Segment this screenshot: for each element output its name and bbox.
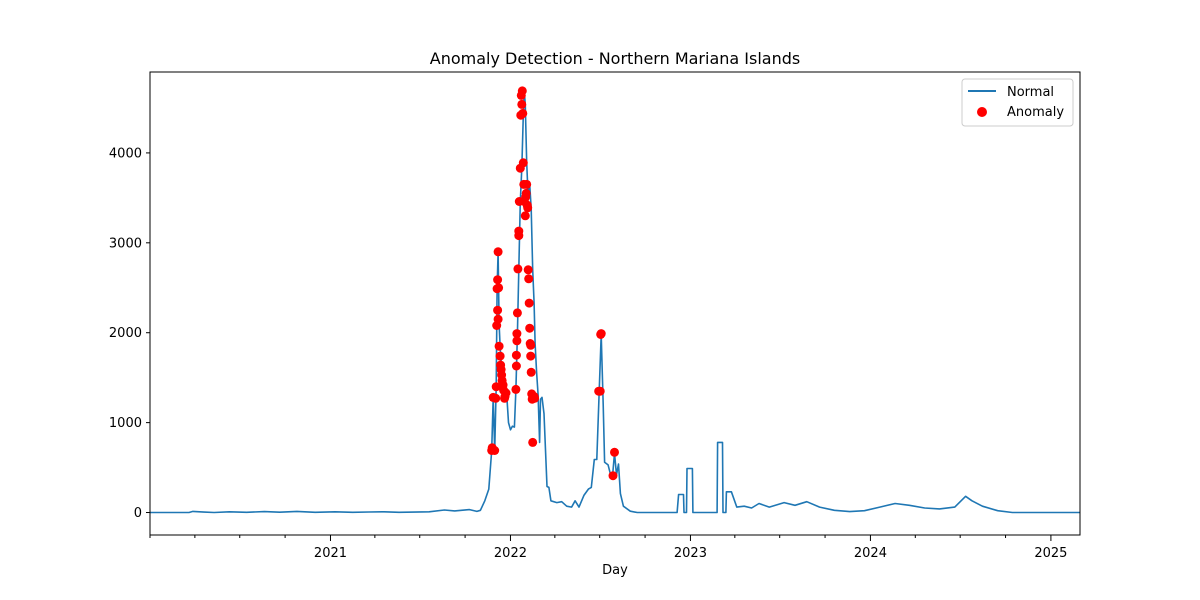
anomaly-point (493, 275, 503, 285)
anomaly-point (524, 298, 534, 308)
y-tick-label: 3000 (109, 236, 142, 251)
anomaly-point (511, 384, 521, 394)
y-tick-label: 1000 (109, 416, 142, 431)
anomaly-point (523, 203, 533, 213)
anomaly-point (494, 341, 504, 351)
anomaly-point (523, 265, 533, 275)
y-tick-label: 4000 (109, 146, 142, 161)
anomaly-point (517, 86, 527, 96)
legend: Normal Anomaly (961, 78, 1074, 127)
anomaly-point (522, 179, 532, 189)
anomaly-point (595, 386, 605, 396)
anomaly-point (491, 393, 501, 403)
anomaly-point (526, 340, 536, 350)
anomaly-point (526, 367, 536, 377)
chart-title: Anomaly Detection - Northern Mariana Isl… (430, 49, 800, 68)
anomaly-point (493, 305, 503, 315)
series-line-normal (150, 90, 1080, 514)
plot-area (149, 71, 1081, 536)
anomaly-point (512, 336, 522, 346)
axis-ticks: 0 1000 2000 3000 4000 2021 2022 2023 2024 2025 (109, 146, 1068, 561)
x-tick-label: 2025 (1034, 546, 1067, 561)
legend-label-normal: Normal (1007, 85, 1054, 100)
x-tick-label: 2021 (314, 546, 347, 561)
x-axis-label: Day (602, 563, 628, 578)
anomaly-point (520, 211, 530, 221)
anomaly-point (518, 158, 528, 168)
anomaly-point (524, 274, 534, 284)
anomaly-point (525, 323, 535, 333)
anomaly-point (514, 226, 524, 236)
anomaly-point (512, 329, 522, 339)
anomaly-point (526, 351, 536, 361)
anomaly-point (521, 188, 531, 198)
anomaly-point (495, 351, 505, 361)
anomaly-point (610, 447, 619, 457)
anomaly-point (501, 388, 511, 398)
anomaly-point (491, 382, 501, 392)
anomaly-point (530, 393, 540, 403)
anomaly-point (511, 361, 521, 371)
anomaly-point (494, 283, 504, 293)
anomaly-point (518, 108, 528, 118)
x-tick-label: 2024 (854, 546, 887, 561)
anomaly-point (608, 471, 618, 481)
axes-frame (149, 71, 1081, 536)
anomaly-point (513, 264, 523, 274)
legend-label-anomaly: Anomaly (1007, 105, 1064, 120)
anomaly-point (528, 437, 538, 447)
anomaly-point (517, 99, 527, 109)
legend-marker-swatch (977, 107, 987, 117)
anomaly-point (493, 247, 503, 257)
x-tick-label: 2022 (494, 546, 527, 561)
y-tick-label: 0 (134, 506, 142, 521)
x-tick-label: 2023 (674, 546, 707, 561)
anomaly-point (511, 350, 521, 360)
anomaly-point (596, 329, 606, 339)
y-tick-label: 2000 (109, 326, 142, 341)
anomaly-point (512, 308, 522, 318)
anomaly-point (490, 446, 500, 455)
anomaly-point (493, 314, 503, 324)
